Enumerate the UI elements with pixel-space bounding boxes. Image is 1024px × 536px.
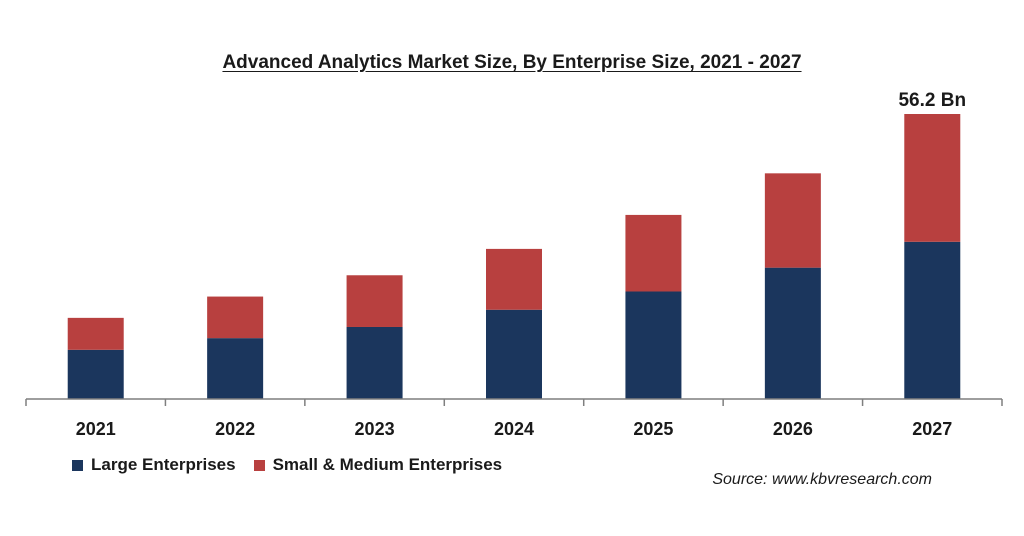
x-tick-label-2023: 2023 [355, 419, 395, 439]
chart-title: Advanced Analytics Market Size, By Enter… [222, 52, 802, 73]
bar-large-2024 [486, 309, 542, 399]
legend-item-sme: Small & Medium Enterprises [253, 455, 503, 475]
bar-large-2027 [904, 241, 961, 399]
x-tick-label-2027: 2027 [912, 419, 952, 439]
bar-sme-2022 [207, 296, 264, 339]
x-axis-ticks [25, 399, 1003, 406]
bar-sme-2026 [764, 173, 821, 268]
bar-sme-2024 [486, 248, 542, 310]
source-note: Source: www.kbvresearch.com [712, 471, 932, 488]
bar-large-2023 [346, 326, 403, 399]
bars-layer [67, 114, 961, 399]
bar-sme-2023 [346, 275, 403, 327]
x-tick-label-2022: 2022 [215, 419, 255, 439]
x-axis-labels: 2021 2022 2023 2024 2025 2026 2027 [76, 419, 953, 439]
x-tick-label-2021: 2021 [76, 419, 116, 439]
bar-large-2021 [67, 349, 124, 399]
bar-sme-2027 [904, 114, 961, 242]
x-tick-label-2025: 2025 [633, 419, 673, 439]
legend-swatch-large [72, 459, 83, 471]
bar-sme-2025 [625, 214, 682, 292]
bar-sme-2021 [67, 317, 124, 350]
x-tick-label-2026: 2026 [773, 419, 813, 439]
x-tick-label-2024: 2024 [494, 419, 534, 439]
bar-large-2025 [625, 291, 682, 399]
legend-swatch-sme [253, 459, 265, 471]
legend: Large Enterprises Small & Medium Enterpr… [72, 455, 502, 475]
data-label-total-2027: 56.2 Bn [898, 90, 966, 111]
bar-large-2022 [207, 338, 264, 399]
bar-large-2026 [764, 267, 821, 399]
annotations-layer: 56.2 Bn [898, 90, 966, 111]
legend-label-large: Large Enterprises [91, 455, 236, 474]
legend-item-large: Large Enterprises [72, 455, 236, 475]
legend-label-sme: Small & Medium Enterprises [272, 455, 503, 474]
